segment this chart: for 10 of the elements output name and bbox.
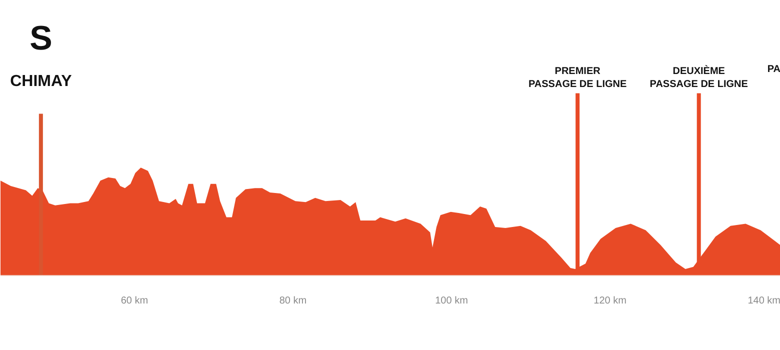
- text: S: [30, 20, 52, 58]
- x-tick-label: 120 km: [594, 296, 626, 306]
- ref-line-label: PREMIER PASSAGE DE LIGNE: [528, 66, 627, 90]
- text: PA: [767, 64, 780, 75]
- ref-line-label: DEUXIÈME PASSAGE DE LIGNE: [650, 64, 748, 90]
- x-tick-label: 140 km: [748, 296, 780, 306]
- x-tick-label: 60 km: [120, 296, 148, 306]
- x-tick-label: 100 km: [435, 296, 468, 306]
- x-tick-label: 80 km: [279, 296, 307, 306]
- ref-line-label: CHIMAY: [10, 73, 72, 90]
